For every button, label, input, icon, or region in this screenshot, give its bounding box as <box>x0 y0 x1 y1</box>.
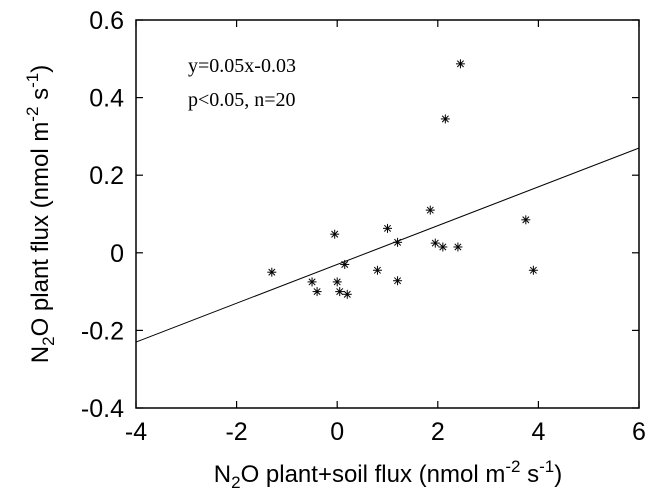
data-point <box>393 276 403 286</box>
y-tick-label: 0 <box>110 240 124 268</box>
annotation-equation: y=0.05x-0.03 <box>188 55 296 77</box>
data-point <box>393 237 403 247</box>
data-point <box>455 59 465 69</box>
y-axis-label-subscript: 2 <box>39 336 58 345</box>
data-point <box>528 265 538 275</box>
x-tick-label: 4 <box>531 418 545 446</box>
y-axis-label-part-1: N <box>27 346 54 363</box>
y-axis-label: N2O plant flux (nmol m-2 s-1) <box>23 65 58 363</box>
axis-ticks: -4 -2 0 2 4 6 -0.4 -0.2 0 0.2 0.4 0.6 <box>81 7 646 446</box>
x-axis-label-part-2: O plant+soil flux (nmol m <box>241 461 506 488</box>
y-axis-label-superscript-1: -2 <box>23 107 42 122</box>
y-tick-label: -0.4 <box>81 395 124 423</box>
x-tick-label: 0 <box>330 418 344 446</box>
y-axis-label-part-3: s <box>27 88 54 107</box>
plot-area <box>135 19 640 409</box>
y-tick-label: 0.6 <box>89 7 124 35</box>
data-point <box>438 242 448 252</box>
data-point <box>332 277 342 287</box>
data-point <box>440 114 450 124</box>
x-axis-label-part-3: s <box>520 461 539 488</box>
y-tick-label: -0.2 <box>81 317 124 345</box>
x-axis-label-part-4: ) <box>554 461 562 488</box>
x-tick-label: -2 <box>225 418 247 446</box>
annotation-stats: p<0.05, n=20 <box>188 89 296 111</box>
y-tick-label: 0.2 <box>89 162 124 190</box>
data-point <box>312 287 322 297</box>
data-point <box>430 238 440 248</box>
x-axis-label: N2O plant+soil flux (nmol m-2 s-1) <box>214 457 563 492</box>
data-point <box>372 265 382 275</box>
regression-line <box>135 147 640 343</box>
y-axis-label-part-2: O plant flux (nmol m <box>27 122 54 337</box>
y-tick-label: 0.4 <box>89 85 124 113</box>
x-tick-label: -4 <box>125 418 147 446</box>
regression-layer <box>135 147 640 343</box>
x-axis-label-part-1: N <box>214 461 231 488</box>
data-point <box>307 277 317 287</box>
data-point <box>425 205 435 215</box>
data-point <box>330 229 340 239</box>
data-point <box>340 259 350 269</box>
x-tick-label: 2 <box>431 418 445 446</box>
data-point <box>267 267 277 277</box>
y-axis-label-superscript-2: -1 <box>23 73 42 88</box>
y-axis-label-part-4: ) <box>27 65 54 73</box>
x-axis-label-superscript-1: -2 <box>505 457 520 476</box>
data-points <box>267 59 538 299</box>
x-tick-label: 6 <box>632 418 646 446</box>
data-point <box>342 289 352 299</box>
data-point <box>335 287 345 297</box>
data-point <box>383 223 392 233</box>
data-point <box>521 215 531 225</box>
x-axis-label-subscript: 2 <box>231 473 240 492</box>
x-axis-label-superscript-2: -1 <box>539 457 554 476</box>
data-point <box>453 242 463 252</box>
